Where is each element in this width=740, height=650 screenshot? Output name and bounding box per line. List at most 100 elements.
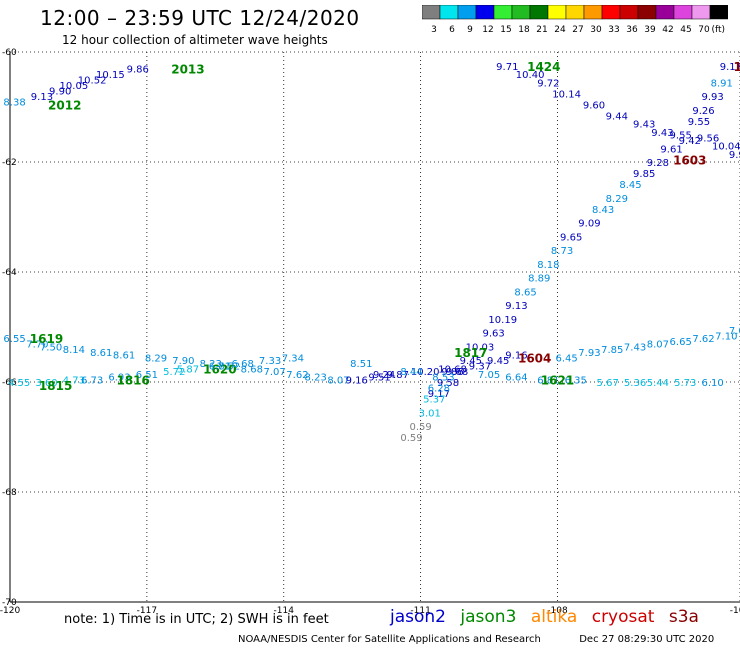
wave-height-label: 8.38: [3, 98, 25, 109]
scale-label: 18: [518, 25, 530, 35]
wave-height-label: 8.61: [90, 348, 112, 359]
wave-height-label: 9.43: [651, 128, 673, 139]
wave-height-label: 10.20: [411, 367, 440, 378]
x-tick-label: -117: [137, 606, 157, 616]
wave-height-label: 9.58: [437, 378, 459, 389]
wave-height-label: 7.70: [26, 340, 48, 351]
wave-height-label: 6.45: [555, 353, 577, 364]
pass-time-label: 1817: [454, 346, 487, 360]
wave-height-label: 8.53: [432, 373, 454, 384]
wave-height-label: 10.04: [712, 142, 740, 153]
wave-height-label: 9.55: [670, 131, 692, 142]
wave-height-label: 10.15: [96, 70, 125, 81]
pass-time-label: 1: [734, 60, 740, 74]
wave-height-label: 9.61: [660, 144, 682, 155]
wave-height-label: 8.65: [514, 287, 536, 298]
wave-height-label: 7.33: [259, 356, 281, 367]
wave-height-label: 6.51: [136, 370, 158, 381]
wave-height-label: 9.43: [633, 120, 655, 131]
wave-height-label: 6.55: [3, 334, 25, 345]
wave-height-label: 8.29: [606, 194, 628, 205]
pass-time-label: 1603: [673, 153, 706, 167]
wave-height-label: 6.10: [701, 378, 723, 389]
wave-height-label: 8.14: [63, 345, 85, 356]
page-title: 12:00 – 23:59 UTC 12/24/2020: [40, 6, 360, 30]
y-tick-label: -70: [2, 598, 17, 608]
satellite-legend-s3a: s3a: [668, 607, 699, 627]
wave-height-label: 9.71: [496, 62, 518, 73]
wave-height-label: 6.28: [428, 384, 450, 395]
wave-height-label: 9.86: [441, 367, 463, 378]
wave-height-label: 7.62: [692, 334, 714, 345]
wave-height-label: 5.72: [163, 367, 185, 378]
track-jason2: 6.457.937.857.438.076.657.627.107.02: [555, 326, 740, 365]
y-tick-label: -60: [2, 48, 17, 58]
wave-height-label: 9.65: [560, 232, 582, 243]
wave-height-label: 6.64: [505, 373, 527, 384]
wave-height-label: 9.63: [482, 329, 504, 340]
pass-time-label: 1620: [203, 362, 236, 376]
satellite-legend-jason3: jason3: [460, 607, 517, 627]
y-tick-label: -64: [2, 268, 17, 278]
wave-height-label: 8.45: [619, 180, 641, 191]
wave-height-label: 8.73: [551, 246, 573, 257]
wave-height-label: 9.17: [428, 389, 450, 400]
wave-height-label: 6.65: [670, 337, 692, 348]
wave-height-label: 9.90: [49, 87, 71, 98]
credit-org: NOAA/NESDIS Center for Satellite Applica…: [238, 634, 541, 645]
pass-time-label: 1816: [116, 373, 149, 387]
wave-height-label: 9.97: [729, 150, 740, 161]
wave-height-label: 8.23: [200, 359, 222, 370]
scale-label: 42: [662, 25, 673, 35]
wave-height-label: 9.17: [720, 62, 740, 73]
wave-height-label: 9.16: [346, 375, 368, 386]
scale-label: 33: [608, 25, 619, 35]
wave-height-label: 9.68: [446, 367, 468, 378]
pass-time-label: 1619: [30, 332, 63, 346]
wave-height-label: 7.52: [218, 362, 240, 373]
scale-label: 3: [431, 25, 437, 35]
wave-height-label: 3.01: [419, 408, 441, 419]
pass-time-label: 1815: [39, 379, 72, 393]
wave-height-label: 9.72: [537, 78, 559, 89]
scale-label: 36: [626, 25, 638, 35]
wave-height-label: 8.91: [711, 78, 733, 89]
pass-time-label: 2012: [48, 98, 81, 112]
footer-credit: NOAA/NESDIS Center for Satellite Applica…: [238, 634, 714, 645]
y-tick-label: -62: [2, 158, 17, 168]
scale-label: 15: [500, 25, 511, 35]
wave-height-label: 7.90: [172, 356, 194, 367]
satellite-legend: jason2 jason3 altika cryosat s3a: [390, 607, 708, 627]
color-scale-legend: 3 6 9 12 15 18 21 24 27 30 33 36 39 42 45 70 (ft): [422, 5, 728, 35]
track-jason2: 9.7110.409.7210.149.609.449.439.439.559.…: [428, 60, 701, 400]
scale-label: 24: [554, 25, 566, 35]
wave-height-label: 9.45: [487, 356, 509, 367]
wave-height-label: 9.93: [701, 92, 723, 103]
pass-time-label: 1424: [527, 60, 560, 74]
wave-height-label: 9.60: [583, 100, 605, 111]
wave-height-label: 10.05: [60, 81, 89, 92]
wave-height-label: 8.29: [145, 353, 167, 364]
wave-height-label: 9.55: [688, 117, 710, 128]
wave-height-label: 6.81: [537, 375, 559, 386]
track-jason2: 4.55 3.60 4.736.73 6.93 6.51 5.725.87 6.81 6.68…: [8, 346, 724, 393]
wave-height-label: 9.86: [127, 65, 149, 76]
wave-height-label: 8.18: [537, 260, 559, 271]
track-jason2: 0.590.59 3.01 5.376.288.53: [400, 373, 454, 445]
wave-height-label: 7.93: [578, 348, 600, 359]
wave-height-label: 8.07: [647, 340, 669, 351]
pass-time-label: 2013: [171, 63, 204, 77]
wave-height-label: 8.07: [327, 375, 349, 386]
x-tick-label: -108: [547, 606, 568, 616]
wave-height-label: 7.05: [478, 370, 500, 381]
wave-height-label: 8.68: [241, 364, 263, 375]
y-tick-label: -68: [2, 488, 17, 498]
wave-height-label: 3.60: [35, 378, 57, 389]
wave-height-label: 10.03: [466, 342, 495, 353]
satellite-legend-altika: altika: [530, 607, 578, 627]
wave-height-label: 5.44: [647, 378, 669, 389]
wave-height-label: 8.89: [528, 274, 550, 285]
wave-height-label: 7.10: [715, 331, 737, 342]
wave-height-label: 8.44: [400, 367, 422, 378]
